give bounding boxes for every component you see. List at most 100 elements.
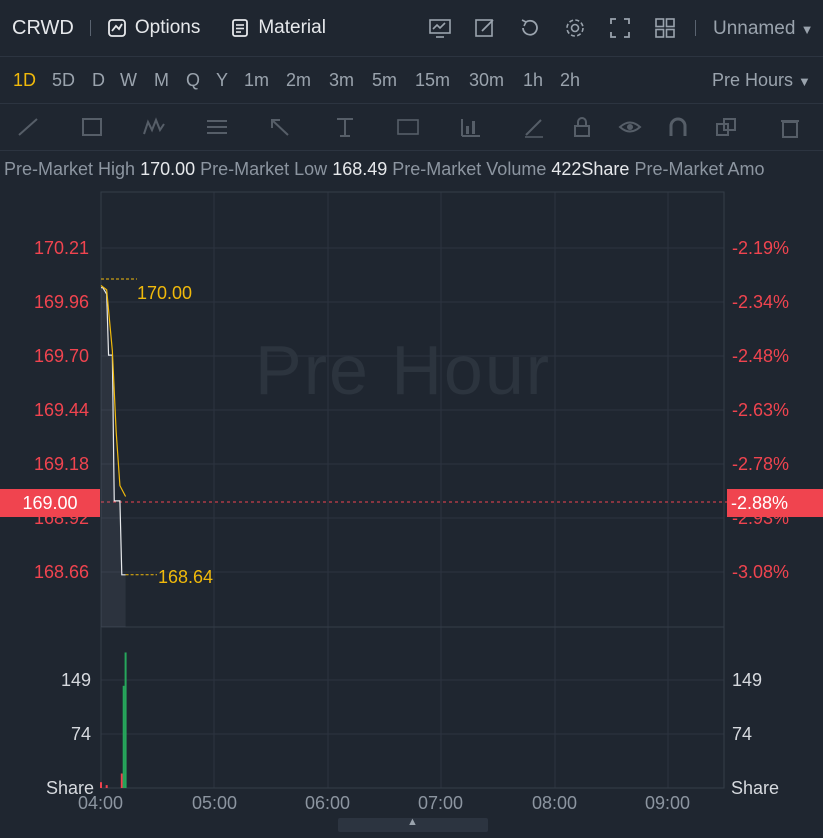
panel-resize-handle[interactable]: ▲ bbox=[338, 816, 488, 832]
timeframe-2m[interactable]: 2m bbox=[286, 70, 312, 90]
premarket-high-value: 170.00 bbox=[140, 159, 196, 179]
timeframe-1h[interactable]: 1h bbox=[523, 70, 544, 90]
brush-tool-icon[interactable] bbox=[522, 116, 546, 138]
divider bbox=[695, 20, 696, 36]
session-low-marker: 168.64 bbox=[158, 567, 214, 587]
average-line bbox=[100, 285, 127, 497]
timeframe-m[interactable]: M bbox=[154, 70, 169, 90]
volume-tick: 149 bbox=[61, 670, 92, 690]
timeframe-5d[interactable]: 5D bbox=[52, 70, 76, 90]
premarket-volume-label: Pre-Market Volume bbox=[392, 159, 547, 179]
timeframe-bar: 1D 5D D W M Q Y 1m 2m 3m 5m 15m 30m 1h 2… bbox=[0, 57, 823, 104]
price-tick: 169.18 bbox=[34, 454, 90, 474]
rectangle-tool-icon[interactable] bbox=[80, 116, 104, 138]
time-tick: 08:00 bbox=[532, 793, 578, 813]
pct-tick: -2.63% bbox=[732, 400, 790, 420]
pct-tick: -3.08% bbox=[732, 562, 790, 582]
pct-tick: -2.34% bbox=[732, 292, 790, 312]
material-label: Material bbox=[258, 17, 326, 38]
chevron-up-icon: ▲ bbox=[407, 816, 418, 828]
timeframe-2h[interactable]: 2h bbox=[560, 70, 581, 90]
magnet-icon[interactable] bbox=[666, 116, 690, 138]
clone-icon[interactable] bbox=[714, 116, 738, 138]
timeframe-1d[interactable]: 1D bbox=[13, 70, 37, 90]
price-lines bbox=[100, 278, 157, 627]
options-label: Options bbox=[134, 17, 201, 38]
eye-icon[interactable] bbox=[618, 116, 642, 138]
premarket-low-label: Pre-Market Low bbox=[200, 159, 328, 179]
session-dropdown[interactable]: Pre Hours ▼ bbox=[712, 70, 811, 91]
volume-tick: 74 bbox=[71, 724, 92, 744]
settings-icon[interactable] bbox=[563, 16, 587, 40]
price-tick: 169.44 bbox=[34, 400, 90, 420]
time-tick: 05:00 bbox=[192, 793, 238, 813]
session-watermark: Pre Hour bbox=[255, 331, 552, 409]
price-tick: 168.66 bbox=[34, 562, 90, 582]
volume-bar bbox=[105, 785, 108, 788]
drawing-toolbar bbox=[0, 104, 823, 151]
fullscreen-icon[interactable] bbox=[608, 16, 632, 40]
timeframe-1m[interactable]: 1m bbox=[244, 70, 270, 90]
premarket-low-value: 168.49 bbox=[332, 159, 388, 179]
layout-name: Unnamed bbox=[713, 18, 796, 39]
pct-tick: -2.19% bbox=[732, 238, 790, 258]
trash-icon[interactable] bbox=[778, 116, 802, 138]
refresh-icon[interactable] bbox=[518, 16, 542, 40]
time-tick: 06:00 bbox=[305, 793, 351, 813]
chart-monitor-icon[interactable] bbox=[428, 16, 452, 40]
timeframe-5m[interactable]: 5m bbox=[372, 70, 398, 90]
session-label: Pre Hours bbox=[712, 70, 794, 90]
current-price-label: 169.00 bbox=[0, 489, 100, 517]
arrow-tool-icon[interactable] bbox=[268, 116, 292, 138]
premarket-high-label: Pre-Market High bbox=[4, 159, 136, 179]
volume-bar bbox=[100, 782, 102, 788]
time-tick: 04:00 bbox=[78, 793, 124, 813]
timeframe-y[interactable]: Y bbox=[216, 70, 229, 90]
lock-icon[interactable] bbox=[570, 116, 594, 138]
price-tick: 169.70 bbox=[34, 346, 90, 366]
volume-tick: 149 bbox=[732, 670, 763, 690]
chart-grid bbox=[100, 191, 727, 789]
volume-bar bbox=[122, 685, 125, 788]
indicator-tool-icon[interactable] bbox=[458, 116, 482, 138]
pattern-tool-icon[interactable] bbox=[142, 116, 166, 138]
timeframe-3m[interactable]: 3m bbox=[329, 70, 355, 90]
time-tick: 07:00 bbox=[418, 793, 464, 813]
volume-unit-left: Share bbox=[46, 778, 95, 798]
timeframe-w[interactable]: W bbox=[120, 70, 137, 90]
volume-bars bbox=[100, 652, 127, 788]
timeframe-30m[interactable]: 30m bbox=[469, 70, 505, 90]
volume-bar bbox=[124, 652, 127, 788]
document-icon bbox=[232, 19, 249, 37]
caret-down-icon: ▼ bbox=[800, 22, 814, 37]
price-range-tool-icon[interactable] bbox=[396, 116, 420, 138]
fibonacci-tool-icon[interactable] bbox=[205, 116, 229, 138]
price-tick: 169.96 bbox=[34, 292, 90, 312]
top-right-icons bbox=[428, 16, 698, 40]
session-high-marker: 170.00 bbox=[137, 283, 193, 303]
timeframe-15m[interactable]: 15m bbox=[415, 70, 451, 90]
premarket-amount-label: Pre-Market Amo bbox=[634, 159, 765, 179]
material-button[interactable]: Material bbox=[230, 17, 326, 39]
layout-grid-icon[interactable] bbox=[653, 16, 677, 40]
ticker-symbol[interactable]: CRWD bbox=[12, 16, 74, 39]
premarket-stats-bar: Pre-Market High 170.00 Pre-Market Low 16… bbox=[0, 150, 823, 188]
options-chart-icon bbox=[107, 19, 126, 37]
timeframe-q[interactable]: Q bbox=[186, 70, 201, 90]
edit-icon[interactable] bbox=[473, 16, 497, 40]
text-tool-icon[interactable] bbox=[333, 116, 357, 138]
price-tick: 170.21 bbox=[34, 238, 90, 258]
premarket-volume-value: 422Share bbox=[551, 159, 630, 179]
pct-tick: -2.78% bbox=[732, 454, 790, 474]
volume-unit-right: Share bbox=[731, 778, 780, 798]
volume-tick: 74 bbox=[732, 724, 753, 744]
time-tick: 09:00 bbox=[645, 793, 691, 813]
layout-name-dropdown[interactable]: Unnamed ▼ bbox=[713, 18, 814, 40]
timeframe-d[interactable]: D bbox=[92, 70, 105, 90]
trend-line-tool-icon[interactable] bbox=[16, 116, 40, 138]
options-button[interactable]: Options bbox=[107, 17, 200, 39]
caret-down-icon: ▼ bbox=[798, 74, 811, 89]
pct-tick: -2.48% bbox=[732, 346, 790, 366]
current-pct-label: -2.88% bbox=[727, 489, 823, 517]
